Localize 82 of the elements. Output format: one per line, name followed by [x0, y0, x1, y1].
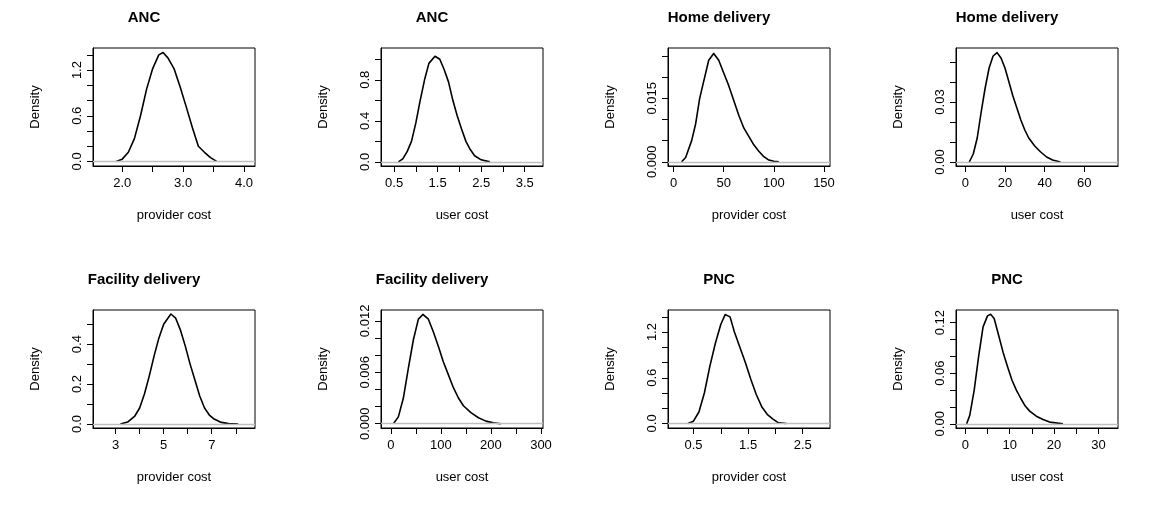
line-series — [967, 51, 1061, 163]
chart-title: Facility delivery — [87, 270, 201, 287]
y-tick-label: 0.0 — [69, 414, 84, 434]
x-axis-title: provider cost — [711, 469, 787, 484]
x-tick-label: 3.5 — [515, 175, 534, 190]
line-series — [397, 55, 491, 163]
x-tick-label: 10 — [1001, 437, 1017, 452]
x-tick-label: 150 — [813, 175, 835, 190]
x-tick-label: 30 — [1090, 437, 1106, 452]
y-tick-label: 0.0 — [69, 152, 84, 171]
x-axis-title: provider cost — [136, 207, 212, 222]
y-tick-label: 0.00 — [931, 411, 947, 437]
x-axis-title: user cost — [435, 469, 489, 484]
x-tick-label: 0 — [961, 437, 969, 452]
y-tick-label: 0.12 — [931, 309, 947, 336]
chart-title: Facility delivery — [375, 270, 489, 287]
y-tick-label: 1.2 — [69, 61, 84, 80]
y-axis-title: Density — [889, 84, 905, 129]
x-tick-label: 100 — [429, 437, 452, 452]
x-tick-label: 0.5 — [384, 175, 403, 190]
x-tick-label: 2.5 — [793, 437, 812, 452]
x-axis-title: user cost — [1010, 207, 1064, 222]
chart-title: PNC — [703, 270, 735, 287]
y-tick-label: 0.00 — [931, 149, 947, 175]
y-tick-label: 0.4 — [69, 335, 84, 354]
y-tick-label: 0.015 — [644, 82, 659, 115]
line-series — [680, 52, 780, 163]
y-tick-label: 0.006 — [356, 356, 372, 389]
x-tick-label: 100 — [763, 175, 785, 190]
y-tick-label: 0.6 — [644, 368, 659, 387]
y-tick-label: 0.2 — [69, 375, 84, 394]
y-axis-title: Density — [27, 84, 42, 129]
y-axis-title: Density — [314, 346, 330, 391]
y-tick-label: 0.0 — [356, 152, 372, 171]
y-axis-title: Density — [27, 346, 42, 391]
line-series — [115, 51, 218, 163]
y-axis-title: Density — [314, 84, 330, 129]
x-tick-label: 20 — [1046, 437, 1061, 452]
y-tick-label: 0.0 — [644, 414, 659, 433]
chart-title: Home delivery — [667, 8, 771, 25]
x-tick-label: 50 — [716, 175, 731, 190]
x-tick-label: 3.0 — [174, 175, 193, 190]
x-axis-title: user cost — [435, 207, 489, 222]
x-tick-label: 5 — [160, 437, 168, 452]
x-tick-label: 300 — [529, 437, 552, 452]
y-tick-label: 0.8 — [356, 70, 372, 89]
chart-title: Home delivery — [955, 8, 1059, 25]
chart-title: ANC — [127, 8, 161, 25]
chart-title: PNC — [990, 270, 1023, 287]
x-tick-label: 40 — [1036, 175, 1052, 190]
x-tick-label: 0 — [961, 175, 969, 190]
x-tick-label: 0.5 — [684, 437, 703, 452]
y-axis-title: Density — [602, 84, 617, 129]
x-tick-label: 0 — [670, 175, 678, 190]
x-tick-label: 200 — [479, 437, 502, 452]
x-tick-label: 20 — [997, 175, 1012, 190]
x-tick-label: 1.5 — [739, 437, 758, 452]
y-tick-label: 0.6 — [69, 106, 84, 125]
line-series — [119, 313, 239, 425]
x-axis-title: user cost — [1010, 469, 1064, 484]
x-axis-title: provider cost — [136, 469, 212, 484]
chart-title: ANC — [415, 8, 448, 25]
x-tick-label: 3 — [111, 437, 120, 452]
y-axis-title: Density — [889, 346, 905, 391]
x-tick-label: 0 — [386, 437, 394, 452]
x-tick-label: 7 — [208, 437, 216, 452]
line-series — [965, 313, 1064, 425]
y-tick-label: 0.06 — [931, 360, 947, 386]
y-tick-label: 0.4 — [356, 111, 372, 130]
y-tick-label: 0.000 — [356, 407, 372, 440]
y-axis-title: Density — [602, 346, 617, 391]
y-tick-label: 0.03 — [931, 89, 947, 115]
y-tick-label: 1.2 — [644, 323, 659, 342]
x-tick-label: 4.0 — [235, 175, 254, 190]
y-tick-label: 0.000 — [644, 145, 659, 179]
line-series — [687, 313, 788, 425]
x-tick-label: 2.5 — [471, 175, 490, 190]
x-tick-label: 2.0 — [113, 175, 132, 190]
x-axis-title: provider cost — [711, 207, 787, 222]
x-tick-label: 1.5 — [428, 175, 447, 190]
x-tick-label: 60 — [1076, 175, 1092, 190]
y-tick-label: 0.012 — [356, 304, 372, 338]
